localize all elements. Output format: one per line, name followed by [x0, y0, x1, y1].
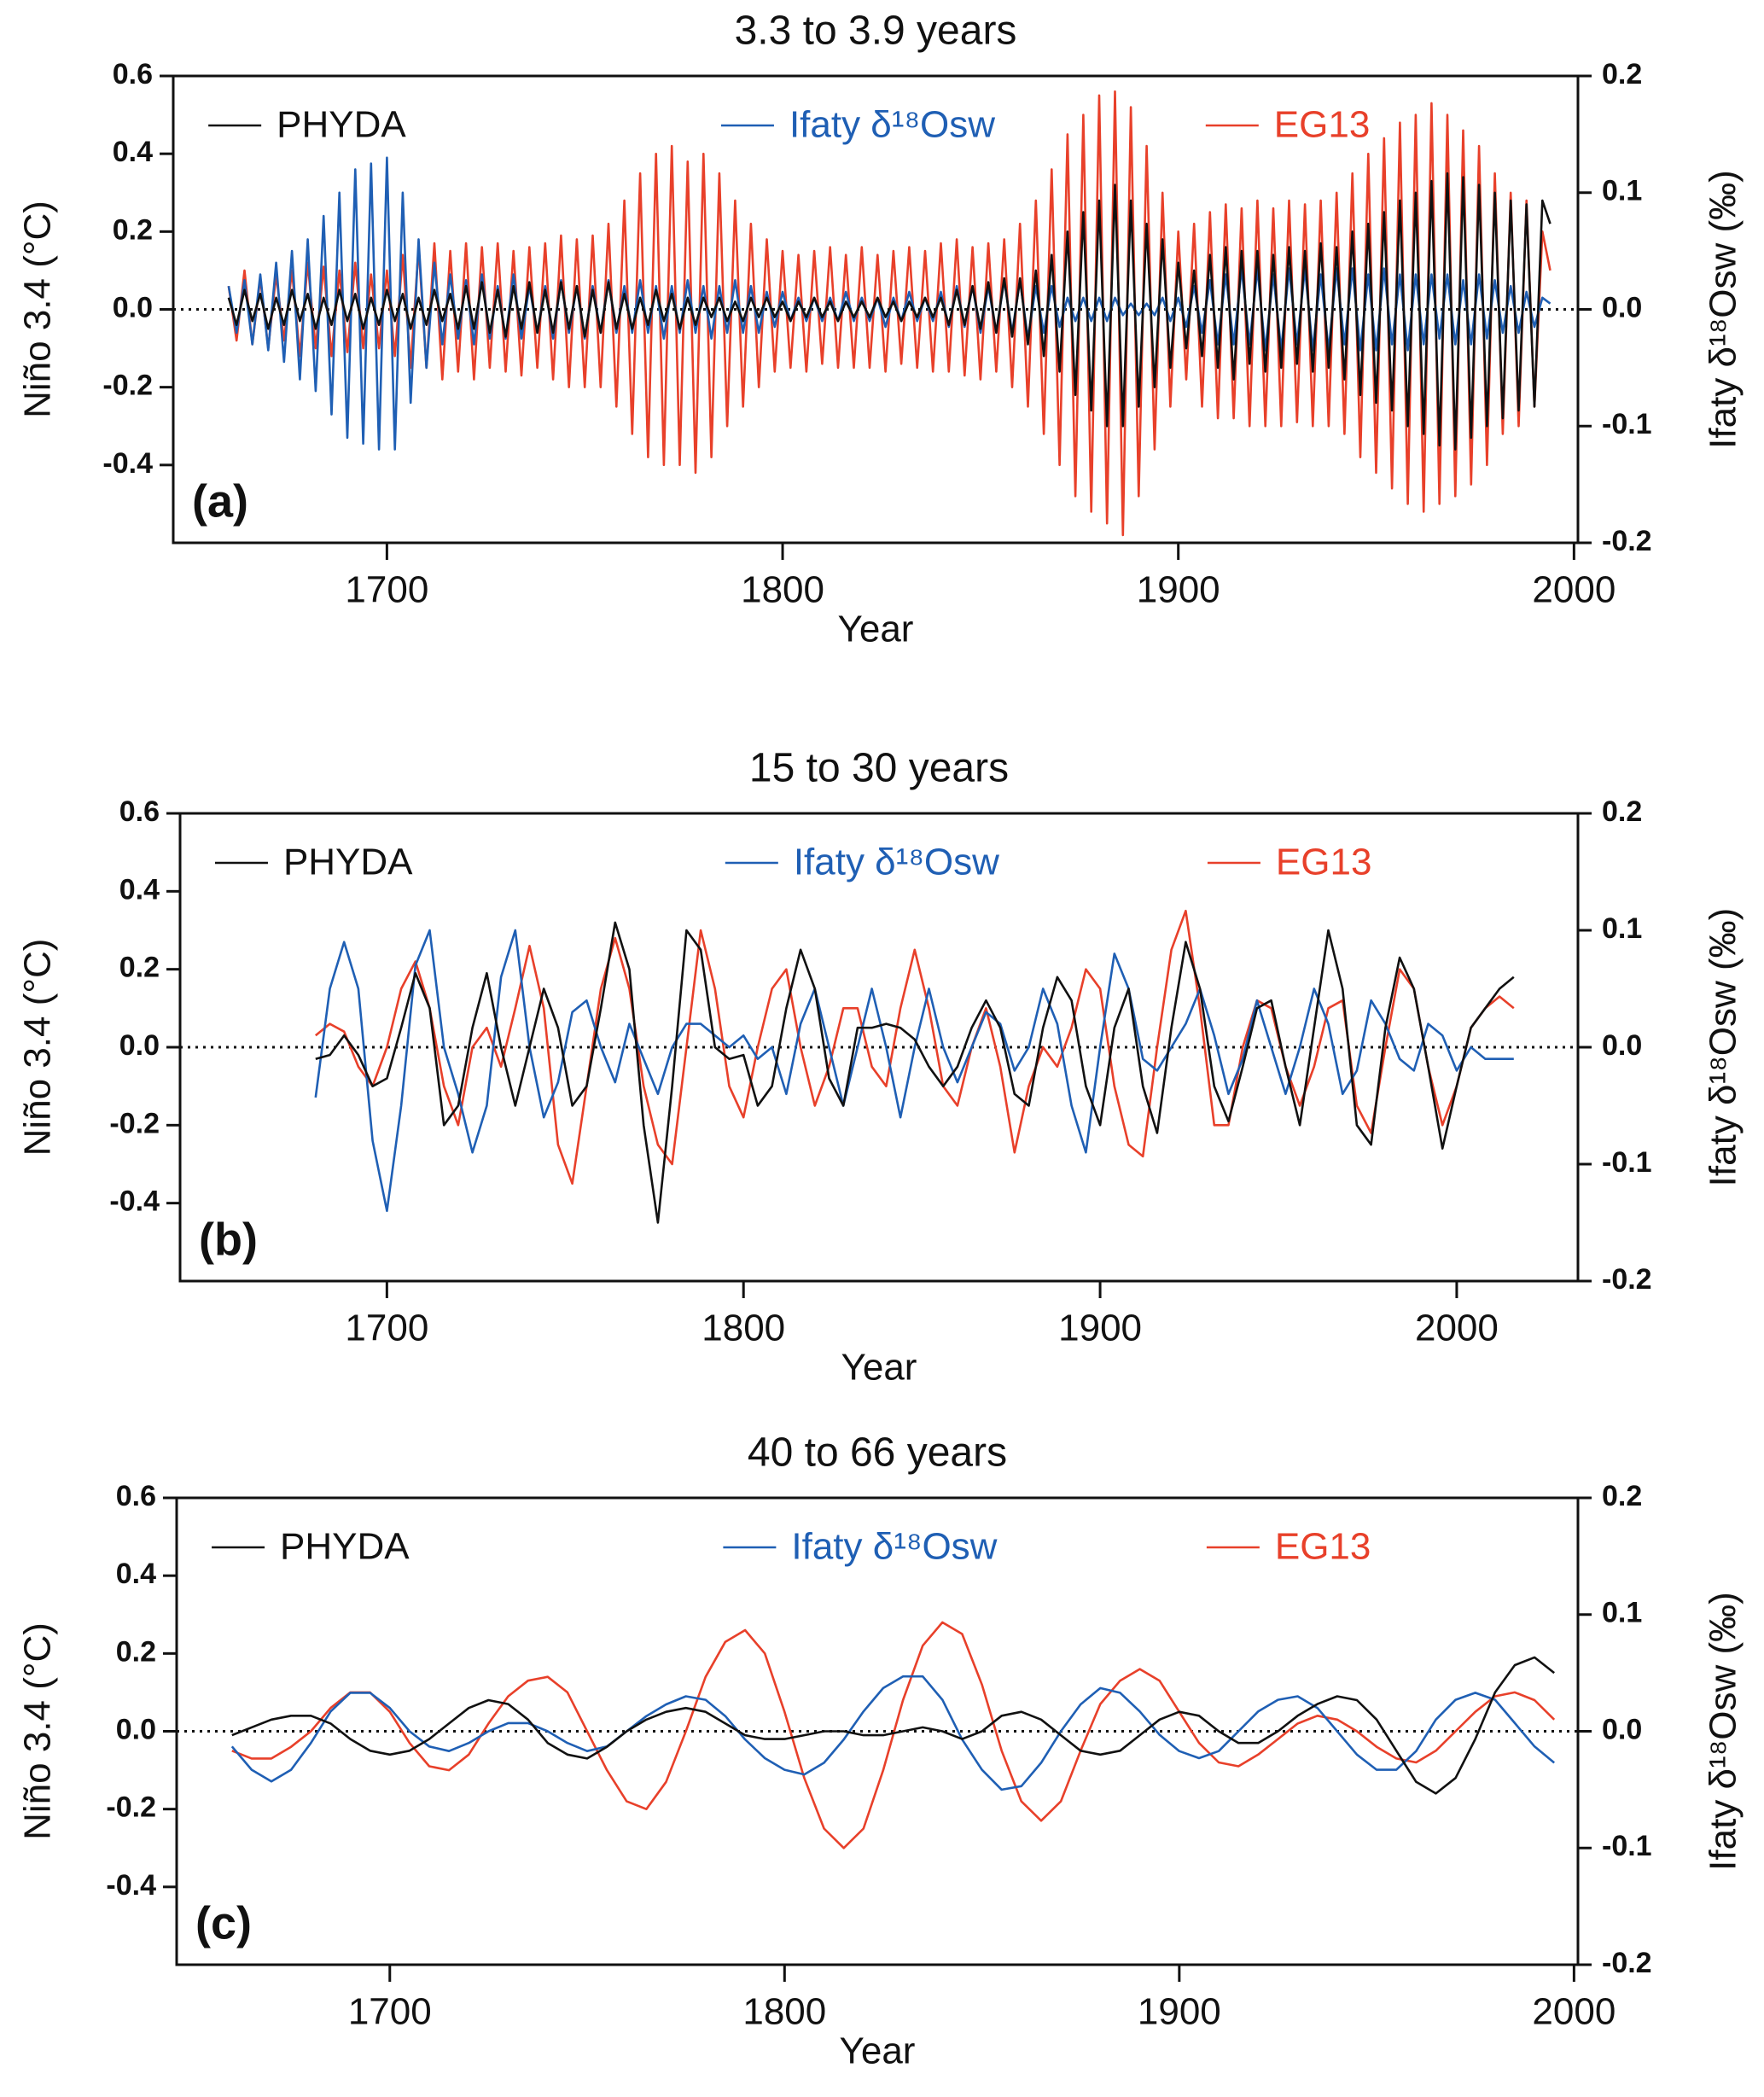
- x-axis-label: Year: [840, 2030, 916, 2072]
- y2-tick-label: 0.0: [1602, 291, 1642, 323]
- panel: 3.3 to 3.9 years -0.4 -0.2 0.0 0.2 0.4 0.6 -0.2…: [17, 9, 1744, 650]
- y2-tick-label: 0.0: [1602, 1029, 1642, 1062]
- x-tick-label: 1900: [1137, 569, 1220, 611]
- panel-title: 15 to 30 years: [749, 746, 1009, 791]
- y-axis-label: Niño 3.4 (°C): [17, 939, 59, 1156]
- series-line: [231, 1621, 1556, 1849]
- plot-frame: [172, 74, 1580, 545]
- x-tick-label: 1800: [702, 1308, 785, 1349]
- series-line: [230, 1675, 1556, 1791]
- legend-label: EG13: [1276, 842, 1372, 883]
- y2-axis-label: Ifaty δ¹⁸Osw (‰): [1703, 1592, 1744, 1871]
- legend-label: Ifaty δ¹⁸Osw: [794, 842, 999, 883]
- x-tick-label: 2000: [1415, 1308, 1499, 1349]
- legend-label: Ifaty δ¹⁸Osw: [789, 104, 995, 146]
- x-tick-label: 1700: [345, 569, 428, 611]
- series-line: [315, 921, 1515, 1224]
- y2-tick-label: -0.2: [1602, 1263, 1652, 1296]
- y-tick-label: 0.4: [119, 873, 160, 906]
- y-tick-label: -0.4: [109, 1185, 160, 1218]
- y-tick-label: 0.0: [113, 291, 153, 323]
- legend-label: PHYDA: [280, 1526, 410, 1568]
- legend-label: EG13: [1274, 104, 1371, 146]
- x-tick-label: 2000: [1532, 569, 1616, 611]
- y2-tick-label: 0.1: [1602, 1597, 1642, 1629]
- series-line: [227, 172, 1552, 451]
- y-tick-label: -0.4: [102, 447, 153, 480]
- x-tick-label: 2000: [1532, 1991, 1616, 2033]
- y2-tick-label: -0.1: [1602, 408, 1652, 440]
- y2-tick-label: 0.2: [1602, 795, 1642, 828]
- y-tick-label: 0.2: [116, 1635, 156, 1668]
- y-tick-label: 0.4: [113, 136, 153, 168]
- x-axis-label: Year: [841, 1347, 917, 1389]
- plot-frame: [178, 812, 1580, 1283]
- y2-tick-label: -0.2: [1602, 1947, 1652, 1979]
- y2-tick-label: -0.2: [1602, 525, 1652, 557]
- panel-label: (b): [199, 1214, 258, 1265]
- series-line: [314, 909, 1515, 1185]
- x-tick-label: 1700: [345, 1308, 428, 1349]
- panel-label: (c): [195, 1897, 252, 1948]
- y-tick-label: -0.2: [106, 1791, 156, 1824]
- x-tick-label: 1700: [348, 1991, 432, 2033]
- y2-tick-label: 0.1: [1602, 175, 1642, 207]
- y-tick-label: 0.0: [119, 1029, 160, 1062]
- y2-tick-label: 0.2: [1602, 58, 1642, 90]
- series-line: [314, 929, 1514, 1213]
- y2-tick-label: 0.0: [1602, 1713, 1642, 1745]
- panel: 40 to 66 years -0.4 -0.2 0.0 0.2 0.4 0.6 -0.2 -0…: [17, 1430, 1744, 2072]
- x-axis-label: Year: [838, 609, 914, 650]
- x-tick-label: 1900: [1138, 1991, 1221, 2033]
- panel-title: 40 to 66 years: [748, 1430, 1007, 1476]
- legend-label: Ifaty δ¹⁸Osw: [791, 1526, 997, 1568]
- y-tick-label: 0.4: [116, 1558, 156, 1590]
- series-line: [231, 1656, 1556, 1795]
- y2-tick-label: -0.1: [1602, 1146, 1652, 1179]
- y-tick-label: 0.6: [119, 795, 160, 828]
- panel-label: (a): [192, 475, 248, 527]
- y2-tick-label: -0.1: [1602, 1830, 1652, 1862]
- y-tick-label: 0.6: [113, 58, 153, 90]
- legend-label: PHYDA: [277, 104, 406, 146]
- y-tick-label: -0.4: [106, 1869, 156, 1902]
- y-tick-label: 0.2: [113, 213, 153, 246]
- y-axis-label: Niño 3.4 (°C): [17, 201, 59, 418]
- panel-title: 3.3 to 3.9 years: [735, 9, 1017, 54]
- y2-axis-label: Ifaty δ¹⁸Osw (‰): [1703, 908, 1744, 1187]
- x-tick-label: 1800: [741, 569, 824, 611]
- y-tick-label: 0.6: [116, 1480, 156, 1512]
- y-axis-label: Niño 3.4 (°C): [17, 1622, 59, 1840]
- x-tick-label: 1800: [742, 1991, 826, 2033]
- y-tick-label: -0.2: [109, 1107, 160, 1139]
- x-tick-label: 1900: [1058, 1308, 1142, 1349]
- legend-label: EG13: [1275, 1526, 1371, 1568]
- y2-tick-label: 0.1: [1602, 912, 1642, 945]
- legend-label: PHYDA: [283, 842, 413, 883]
- plot-frame: [175, 1496, 1580, 1966]
- y2-axis-label: Ifaty δ¹⁸Osw (‰): [1703, 170, 1744, 449]
- y-tick-label: 0.2: [119, 952, 160, 984]
- y-tick-label: -0.2: [102, 370, 153, 402]
- y-tick-label: 0.0: [116, 1713, 156, 1745]
- y2-tick-label: 0.2: [1602, 1480, 1642, 1512]
- panel: 15 to 30 years -0.4 -0.2 0.0 0.2 0.4 0.6 -0.2 -0…: [17, 746, 1744, 1389]
